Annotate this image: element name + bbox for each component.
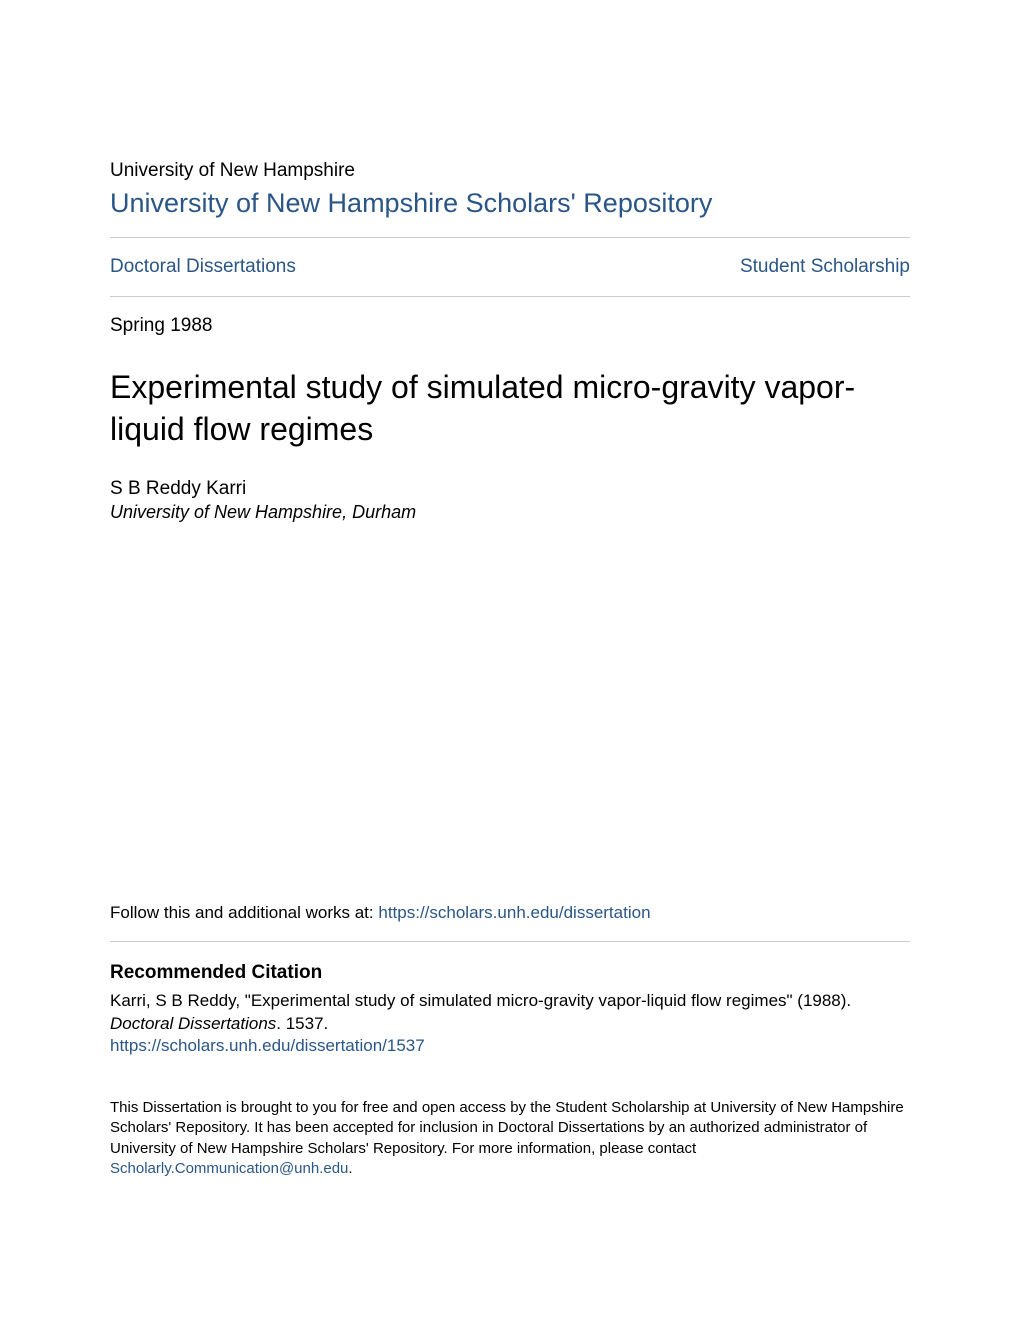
contact-email-link[interactable]: Scholarly.Communication@unh.edu [110,1160,348,1177]
collection-link[interactable]: Doctoral Dissertations [110,256,296,278]
institution-name: University of New Hampshire [110,160,910,182]
follow-prefix: Follow this and additional works at: [110,903,378,922]
divider-bottom [110,296,910,297]
citation-number: . 1537. [276,1014,328,1033]
divider-top [110,237,910,238]
citation-link[interactable]: https://scholars.unh.edu/dissertation/15… [110,1036,425,1055]
follow-section: Follow this and additional works at: htt… [110,903,910,923]
author-affiliation: University of New Hampshire, Durham [110,502,910,523]
publication-date: Spring 1988 [110,315,910,337]
footer-body: This Dissertation is brought to you for … [110,1099,904,1157]
footer-suffix: . [348,1160,352,1177]
citation-series: Doctoral Dissertations [110,1014,276,1033]
header-section: University of New Hampshire University o… [110,160,910,219]
document-title: Experimental study of simulated micro-gr… [110,367,910,450]
repository-link[interactable]: University of New Hampshire Scholars' Re… [110,188,712,218]
divider-citation [110,941,910,942]
citation-section: Recommended Citation Karri, S B Reddy, "… [110,962,910,1056]
citation-line1: Karri, S B Reddy, "Experimental study of… [110,990,910,1013]
footer-text: This Dissertation is brought to you for … [110,1098,910,1179]
nav-row: Doctoral Dissertations Student Scholarsh… [110,256,910,278]
scholarship-link[interactable]: Student Scholarship [740,256,910,278]
author-name: S B Reddy Karri [110,478,910,500]
citation-heading: Recommended Citation [110,962,910,984]
follow-link[interactable]: https://scholars.unh.edu/dissertation [378,903,650,922]
citation-line2: Doctoral Dissertations. 1537. [110,1013,910,1036]
